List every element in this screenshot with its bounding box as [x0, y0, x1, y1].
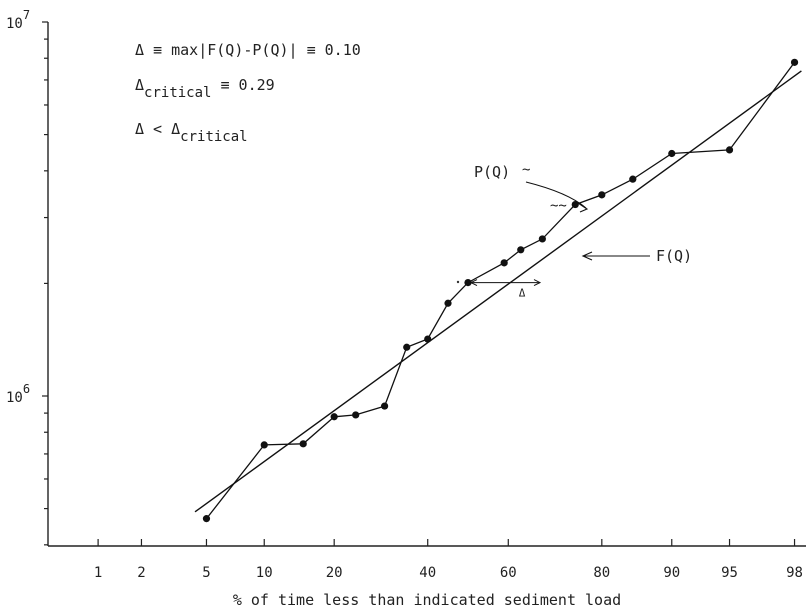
pq-point — [500, 259, 508, 267]
pq-squiggle: ~~ — [550, 198, 567, 214]
y-tick-label: 107 — [6, 8, 30, 32]
pq-point — [403, 343, 411, 351]
pq-point — [629, 175, 637, 183]
pq-point — [464, 279, 472, 287]
x-tick-label: 60 — [500, 565, 517, 581]
annotation-delta-critical: Δcritical ≡ 0.29 — [135, 76, 275, 101]
x-tick-label: 90 — [663, 565, 680, 581]
x-tick-label: 95 — [721, 565, 738, 581]
pq-pointer-head — [577, 202, 589, 213]
pq-point — [538, 235, 546, 243]
x-tick-label: 5 — [202, 565, 210, 581]
pq-point — [202, 515, 211, 523]
annotations: Δ ≡ max|F(Q)-P(Q)| ≡ 0.10 Δcritical ≡ 0.2… — [135, 41, 692, 300]
y-tick-label: 106 — [6, 382, 30, 406]
pq-point — [598, 191, 606, 199]
x-tick-label: 80 — [593, 565, 610, 581]
pq-pointer — [525, 181, 587, 209]
pq-label: P(Q) — [474, 163, 510, 181]
x-tick-label: 40 — [419, 565, 436, 581]
pq-point — [517, 246, 525, 254]
x-tick-label: 1 — [94, 565, 102, 581]
delta-marker-head-right — [533, 279, 542, 287]
pq-point — [571, 200, 579, 209]
delta-marker-label: Δ — [519, 287, 526, 300]
x-axis-title: % of time less than indicated sediment l… — [233, 591, 621, 609]
pq-point — [330, 413, 338, 421]
fq-label: F(Q) — [656, 247, 692, 265]
x-tick-label: 10 — [256, 565, 273, 581]
delta-marker-head-left — [469, 279, 478, 287]
ticks: 1061070.1125102040608090959899% of time … — [6, 8, 803, 609]
pq-point — [424, 335, 432, 343]
fitted-line-group — [194, 70, 802, 513]
fq-line — [194, 70, 802, 513]
annotation-delta-definition: Δ ≡ max|F(Q)-P(Q)| ≡ 0.10 — [135, 41, 361, 59]
observed-line-group — [202, 58, 799, 523]
x-tick-label: 98 — [786, 565, 803, 581]
pq-tilde: ~ — [522, 162, 530, 178]
pq-point — [381, 402, 389, 410]
pq-point — [260, 441, 268, 449]
pq-point — [352, 411, 360, 419]
pq-point — [444, 299, 452, 307]
x-tick-label: 2 — [137, 565, 145, 581]
pq-point — [299, 440, 307, 448]
annotation-delta-comparison: Δ < Δcritical — [135, 120, 248, 145]
pq-point — [725, 146, 734, 154]
fq-arrow-head — [581, 251, 593, 261]
pq-point — [668, 149, 676, 158]
pq-point — [790, 58, 799, 66]
stray-dot — [456, 280, 460, 284]
x-tick-label: 20 — [326, 565, 343, 581]
